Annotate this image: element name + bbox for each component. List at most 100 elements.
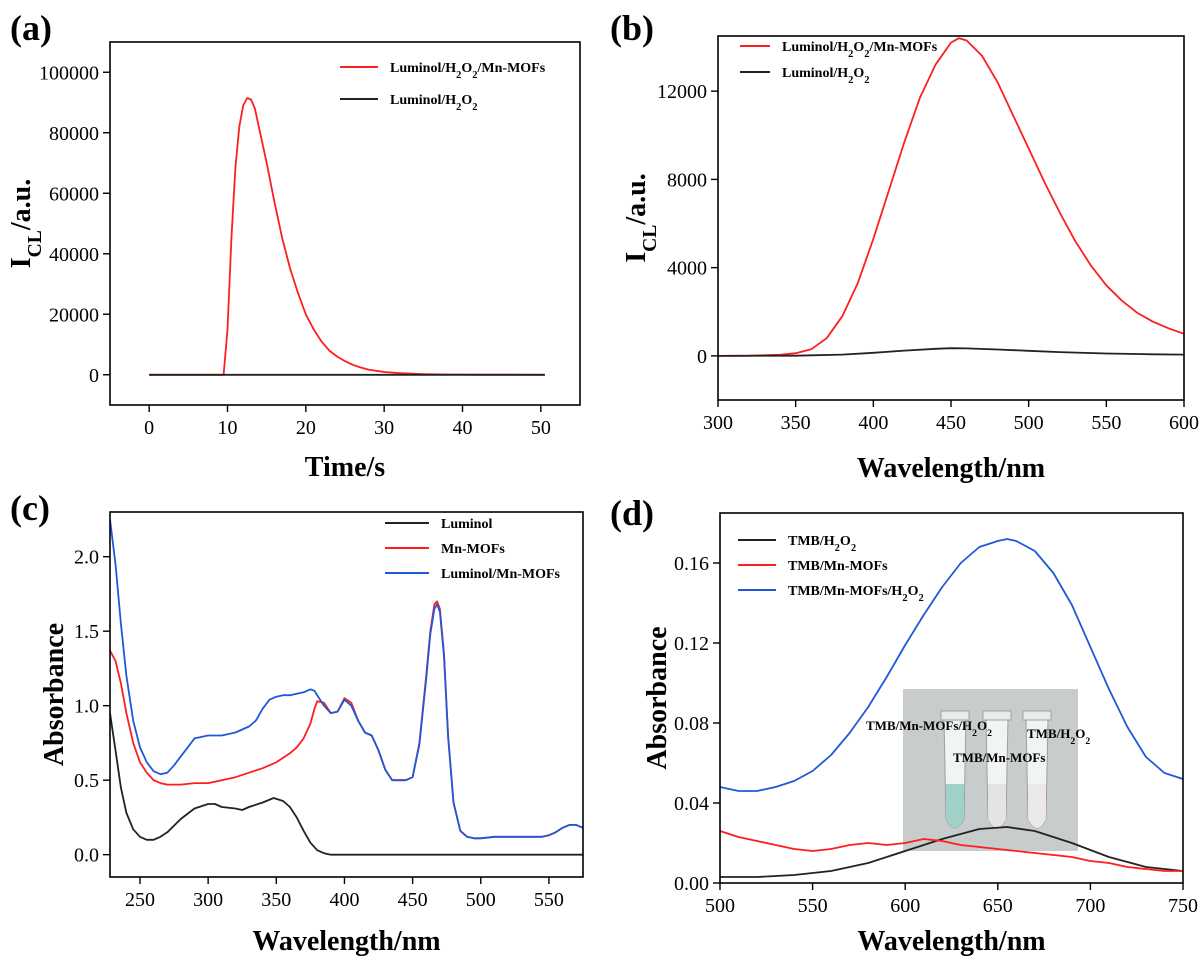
tube <box>1022 710 1052 829</box>
y-tick-label: 0.04 <box>674 793 709 815</box>
legend-entry: Luminol/H2O2/Mn-MOFs <box>390 61 546 81</box>
x-tick-label: 300 <box>703 412 733 434</box>
x-axis-label: Wavelength/nm <box>252 926 440 957</box>
x-axis-label: Time/s <box>305 452 385 483</box>
x-tick-label: 250 <box>125 889 155 911</box>
x-tick-label: 550 <box>534 889 564 911</box>
legend-entry: TMB/Mn-MOFs <box>788 559 888 574</box>
panel-b: 300 350 400 450 500 550 600 0 4000 8000 12000 Wavel… <box>610 8 1199 484</box>
series-group <box>110 519 583 856</box>
x-tick-label: 750 <box>1168 895 1198 917</box>
panel-d: TMB/Mn-MOFs/H2O2 TMB/H2O2 TMB/Mn-MOFs 500 55… <box>610 493 1198 957</box>
tube-cap <box>982 710 1012 721</box>
tube-liquid <box>1028 784 1046 828</box>
y-axis-label: ICL/a.u. <box>621 173 661 263</box>
legend-entry: Mn-MOFs <box>441 542 505 557</box>
x-tick-label: 20 <box>296 417 316 439</box>
y-tick-label: 8000 <box>667 169 707 191</box>
legend-entry: Luminol/H2O2/Mn-MOFs <box>782 40 938 60</box>
legend: TMB/H2O2 TMB/Mn-MOFs TMB/Mn-MOFs/H2O2 <box>738 534 924 604</box>
inset-photo: TMB/Mn-MOFs/H2O2 TMB/H2O2 TMB/Mn-MOFs <box>866 689 1090 851</box>
x-tick-label: 30 <box>374 417 394 439</box>
inset-label-tmb-mn-mofs: TMB/Mn-MOFs <box>953 750 1045 765</box>
legend-entry: TMB/H2O2 <box>788 534 856 554</box>
y-tick-label: 0 <box>697 346 707 368</box>
y-tick-label: 2.0 <box>74 547 99 569</box>
x-tick-label: 10 <box>218 417 238 439</box>
y-tick-label: 0.00 <box>674 873 709 895</box>
y-tick-label: 0 <box>89 365 99 387</box>
x-tick-label: 500 <box>466 889 496 911</box>
y-tick-label: 12000 <box>657 81 707 103</box>
series-line-tmb-mn-mofs <box>720 830 1183 872</box>
y-tick-label: 0.0 <box>74 845 99 867</box>
x-tick-label: 40 <box>453 417 473 439</box>
legend: Luminol Mn-MOFs Luminol/Mn-MOFs <box>385 517 561 582</box>
tube-liquid <box>988 784 1006 828</box>
y-axis-label: ICL/a.u. <box>6 179 46 269</box>
legend-entry: Luminol/Mn-MOFs <box>441 567 561 582</box>
tube-cap <box>940 710 970 721</box>
series-group <box>149 97 545 376</box>
series-line-luminol <box>110 712 583 856</box>
series-line-mn-mofs <box>110 600 583 840</box>
series-line-luminol-h2o2-mn-mofs <box>149 97 545 376</box>
panel-a: 0 10 20 30 40 50 0 20000 40000 60000 80000 100000 Ti… <box>6 8 581 483</box>
panel-label: (d) <box>610 493 654 533</box>
x-tick-label: 550 <box>798 895 828 917</box>
x-tick-label: 350 <box>781 412 811 434</box>
y-tick-label: 4000 <box>667 258 707 280</box>
tube <box>982 710 1012 829</box>
inset-label-tmb-h2o2: TMB/H2O2 <box>1027 726 1090 747</box>
x-tick-label: 500 <box>1014 412 1044 434</box>
y-tick-label: 0.16 <box>674 553 709 575</box>
x-tick-label: 50 <box>531 417 551 439</box>
series-line-luminol-h2o2 <box>718 347 1184 357</box>
y-tick-label: 20000 <box>49 304 99 326</box>
plot-frame <box>717 35 1185 401</box>
panel-label: (a) <box>10 8 52 48</box>
x-axis-label: Wavelength/nm <box>857 453 1045 484</box>
tube-liquid <box>946 784 964 828</box>
y-tick-label: 0.08 <box>674 713 709 735</box>
series-line-luminol-h2o2-mn-mofs <box>718 37 1184 357</box>
x-tick-label: 300 <box>193 889 223 911</box>
x-tick-label: 400 <box>329 889 359 911</box>
x-tick-label: 0 <box>144 417 154 439</box>
x-axis-label: Wavelength/nm <box>857 926 1045 957</box>
panel-label: (c) <box>10 488 50 528</box>
legend: Luminol/H2O2/Mn-MOFs Luminol/H2O2 <box>740 40 938 86</box>
x-tick-label: 650 <box>983 895 1013 917</box>
y-tick-label: 60000 <box>49 183 99 205</box>
y-tick-label: 80000 <box>49 123 99 145</box>
y-tick-label: 100000 <box>39 62 99 84</box>
plot-frame <box>109 41 581 406</box>
y-axis-label: Absorbance <box>39 623 70 766</box>
y-tick-label: 1.0 <box>74 696 99 718</box>
x-tick-label: 700 <box>1075 895 1105 917</box>
series-line-luminol-mn-mofs <box>110 519 583 840</box>
panel-c: 250 300 350 400 450 500 550 0.0 0.5 1.0 1.5 2.0 Wave… <box>10 488 584 957</box>
series-group <box>720 538 1183 878</box>
legend-entry: Luminol/H2O2 <box>390 93 478 113</box>
series-line-tmb-h2o2 <box>720 826 1183 878</box>
y-tick-label: 0.12 <box>674 633 709 655</box>
plot-frame <box>719 512 1184 884</box>
x-tick-label: 600 <box>1169 412 1199 434</box>
x-tick-label: 450 <box>398 889 428 911</box>
x-tick-label: 350 <box>261 889 291 911</box>
series-group <box>718 37 1184 357</box>
legend-entry: TMB/Mn-MOFs/H2O2 <box>788 584 924 604</box>
y-tick-label: 0.5 <box>74 770 99 792</box>
y-tick-label: 40000 <box>49 244 99 266</box>
x-tick-label: 600 <box>890 895 920 917</box>
y-axis-label: Absorbance <box>642 626 673 769</box>
plot-frame <box>109 511 584 878</box>
inset-label-tmb-mn-mofs-h2o2: TMB/Mn-MOFs/H2O2 <box>866 718 992 739</box>
x-tick-label: 550 <box>1091 412 1121 434</box>
tube-cap <box>1022 710 1052 721</box>
x-tick-label: 400 <box>858 412 888 434</box>
legend: Luminol/H2O2/Mn-MOFs Luminol/H2O2 <box>340 61 546 113</box>
series-line-tmb-mn-mofs-h2o2 <box>720 538 1183 792</box>
